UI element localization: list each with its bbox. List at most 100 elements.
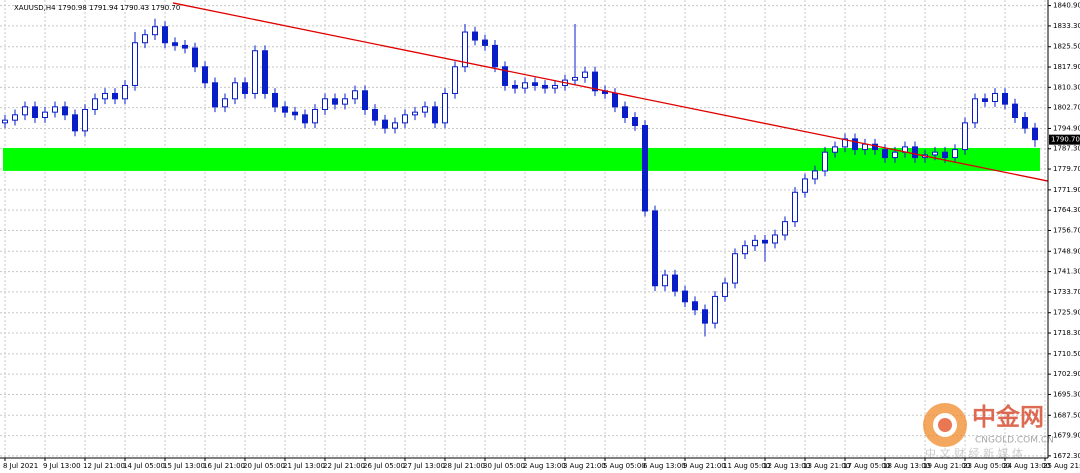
candle-body <box>862 143 868 151</box>
candle-body <box>432 106 438 124</box>
candle-body <box>632 117 638 127</box>
candle-body <box>762 239 768 244</box>
candle-body <box>202 66 208 84</box>
candle-body <box>12 114 18 121</box>
x-tick-label: 16 Jul 21:00 <box>203 462 245 470</box>
candle-body <box>212 82 218 108</box>
candle-body <box>102 92 108 100</box>
y-tick-label: 1718.30 <box>1053 329 1080 337</box>
candle-body <box>352 90 358 100</box>
y-tick-label: 1741.30 <box>1053 268 1080 276</box>
support-zone <box>3 147 1040 171</box>
candle-body <box>952 149 958 159</box>
y-tick-label: 1679.90 <box>1053 432 1080 440</box>
candle-body <box>92 98 98 110</box>
candle-body <box>652 210 658 287</box>
candle-body <box>292 111 298 116</box>
candle-body <box>992 92 998 102</box>
candle-body <box>852 138 858 151</box>
y-tick-label: 1687.50 <box>1053 411 1080 419</box>
y-tick-label: 1672.30 <box>1053 452 1080 460</box>
candle-body <box>442 92 448 124</box>
y-tick-label: 1771.90 <box>1053 186 1080 194</box>
candle-body <box>332 98 338 105</box>
candle-body <box>1002 92 1008 105</box>
candle-body <box>812 170 818 180</box>
x-tick-label: 19 Aug 21:00 <box>923 462 970 470</box>
candle-body <box>972 98 978 124</box>
candle-body <box>22 106 28 116</box>
x-tick-label: 21 Jul 13:00 <box>283 462 325 470</box>
x-tick-label: 2 Aug 13:00 <box>523 462 566 470</box>
candle-body <box>362 90 368 110</box>
candle-body <box>582 71 588 78</box>
logo-core <box>938 418 952 432</box>
candle-body <box>2 119 8 124</box>
y-tick-label: 1810.30 <box>1053 83 1080 91</box>
header: XAUUSD,H4 1790.98 1791.94 1790.43 1790.7… <box>14 4 180 12</box>
candle-body <box>392 122 398 129</box>
candle-body <box>142 34 148 44</box>
candle-body <box>892 151 898 159</box>
candle-body <box>942 151 948 159</box>
candle-body <box>232 82 238 100</box>
x-tick-label: 5 Aug 05:00 <box>603 462 646 470</box>
y-tick-label: 1764.30 <box>1053 206 1080 214</box>
candle-body <box>672 274 678 292</box>
x-tick-label: 8 Jul 2021 <box>3 462 38 470</box>
candle-body <box>702 309 708 324</box>
watermark-brand: 中金网 <box>972 403 1044 431</box>
candle-body <box>152 26 158 36</box>
candle-body <box>512 84 518 89</box>
price-label: 1790.70 <box>1051 136 1080 144</box>
candle-body <box>752 239 758 247</box>
candle-body <box>252 50 258 94</box>
watermark-slogan: 中 文 财 经 新 媒 体 <box>925 446 1023 460</box>
y-tick-label: 1779.70 <box>1053 165 1080 173</box>
candle-body <box>182 44 188 49</box>
candle-body <box>382 119 388 129</box>
candle-body <box>42 111 48 119</box>
candle-body <box>192 47 198 68</box>
y-tick-label: 1756.70 <box>1053 226 1080 234</box>
candle-body <box>552 84 558 89</box>
x-tick-label: 13 Aug 21:00 <box>803 462 850 470</box>
candle-body <box>692 301 698 311</box>
candle-body <box>82 108 88 132</box>
y-tick-label: 1733.70 <box>1053 288 1080 296</box>
candle-body <box>522 82 528 89</box>
candle-body <box>472 31 478 41</box>
candle-body <box>422 106 428 113</box>
candle-body <box>662 274 668 287</box>
candle-body <box>1012 103 1018 119</box>
candle-body <box>172 42 178 46</box>
candle-body <box>912 146 918 159</box>
candle-body <box>272 92 278 108</box>
candle-body <box>612 92 618 108</box>
x-tick-label: 12 Jul 21:00 <box>83 462 125 470</box>
candle-body <box>1022 117 1028 129</box>
candle-body <box>122 84 128 100</box>
x-tick-label: 28 Jul 21:00 <box>443 462 485 470</box>
candle-body <box>732 253 738 284</box>
x-tick-label: 20 Jul 05:00 <box>243 462 285 470</box>
candle-body <box>222 98 228 108</box>
candle-body <box>532 82 538 86</box>
candle-body <box>962 122 968 151</box>
price-label-box <box>1049 134 1080 145</box>
candle-body <box>882 149 888 159</box>
x-tick-label: 22 Jul 21:00 <box>323 462 365 470</box>
x-tick-label: 11 Aug 05:00 <box>723 462 770 470</box>
candle-body <box>502 66 508 86</box>
candle-body <box>592 71 598 92</box>
candle-body <box>132 42 138 86</box>
x-tick-label: 25 Aug 21:00 <box>1043 462 1080 470</box>
y-tick-label: 1817.90 <box>1053 63 1080 71</box>
candle-body <box>412 111 418 116</box>
candle-body <box>622 106 628 119</box>
x-tick-label: 26 Jul 05:00 <box>363 462 405 470</box>
y-tick-label: 1787.30 <box>1053 145 1080 153</box>
candle-body <box>772 234 778 244</box>
candle-body <box>822 151 828 172</box>
candle-body <box>792 191 798 223</box>
